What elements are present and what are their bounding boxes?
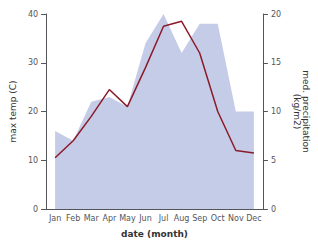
svg-text:max temp (C): max temp (C) xyxy=(8,80,18,142)
svg-text:May: May xyxy=(119,214,136,223)
svg-text:Dec: Dec xyxy=(246,214,261,223)
svg-text:20: 20 xyxy=(271,10,281,19)
svg-text:date (month): date (month) xyxy=(121,229,188,239)
svg-text:Nov: Nov xyxy=(228,214,244,223)
svg-text:Aug: Aug xyxy=(174,214,190,223)
svg-text:Jul: Jul xyxy=(158,214,169,223)
svg-text:40: 40 xyxy=(28,10,38,19)
svg-text:Feb: Feb xyxy=(66,214,80,223)
svg-text:0: 0 xyxy=(271,205,276,214)
svg-text:10: 10 xyxy=(271,107,281,116)
svg-text:Apr: Apr xyxy=(102,214,117,223)
svg-text:30: 30 xyxy=(28,58,38,67)
svg-text:0: 0 xyxy=(33,205,38,214)
svg-text:Jan: Jan xyxy=(48,214,61,223)
svg-text:5: 5 xyxy=(271,156,276,165)
svg-text:10: 10 xyxy=(28,156,38,165)
svg-text:20: 20 xyxy=(28,107,38,116)
svg-text:(kg/m2): (kg/m2) xyxy=(292,94,302,129)
svg-text:15: 15 xyxy=(271,58,281,67)
svg-text:med. precipitation: med. precipitation xyxy=(300,70,311,153)
svg-text:Jun: Jun xyxy=(138,214,152,223)
svg-text:Oct: Oct xyxy=(211,214,225,223)
svg-text:Mar: Mar xyxy=(84,214,100,223)
svg-text:Sep: Sep xyxy=(192,214,207,223)
